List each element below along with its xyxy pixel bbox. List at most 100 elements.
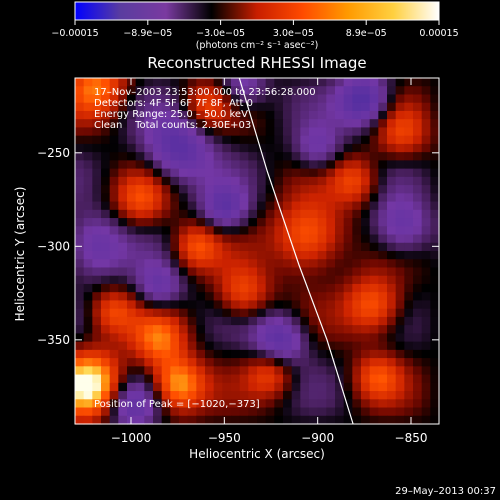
heatmap-pixel	[326, 341, 336, 351]
heatmap-pixel	[187, 292, 197, 302]
heatmap-pixel	[179, 415, 189, 425]
heatmap-pixel	[352, 102, 362, 112]
heatmap-pixel	[335, 382, 345, 392]
heatmap-pixel	[153, 135, 163, 145]
heatmap-pixel	[170, 78, 180, 87]
heatmap-pixel	[75, 415, 85, 425]
heatmap-pixel	[118, 275, 128, 285]
heatmap-pixel	[265, 143, 275, 153]
heatmap-pixel	[127, 283, 137, 293]
heatmap-pixel	[317, 168, 327, 178]
colorbar-tick-label: −8.9e−05	[123, 28, 172, 39]
heatmap-pixel	[413, 283, 423, 293]
heatmap-pixel	[127, 135, 137, 145]
heatmap-pixel	[335, 366, 345, 376]
heatmap-pixel	[222, 135, 232, 145]
heatmap-pixel	[127, 78, 137, 87]
heatmap-pixel	[170, 226, 180, 236]
heatmap-pixel	[75, 242, 85, 252]
heatmap-pixel	[196, 234, 206, 244]
heatmap-pixel	[300, 259, 310, 269]
heatmap-pixel	[92, 349, 102, 359]
heatmap-pixel	[369, 358, 379, 367]
heatmap-pixel	[421, 308, 431, 318]
heatmap-pixel	[118, 267, 128, 277]
heatmap-pixel	[257, 242, 267, 252]
heatmap-pixel	[83, 102, 93, 112]
heatmap-pixel	[127, 349, 137, 359]
heatmap-pixel	[283, 391, 293, 400]
heatmap-pixel	[343, 209, 353, 219]
heatmap-pixel	[300, 292, 310, 302]
heatmap-pixel	[291, 127, 301, 137]
heatmap-pixel	[317, 143, 327, 153]
heatmap-pixel	[222, 358, 232, 367]
heatmap-pixel	[231, 168, 241, 178]
heatmap-pixel	[109, 209, 119, 219]
heatmap-pixel	[170, 127, 180, 137]
heatmap-pixel	[118, 341, 128, 351]
heatmap-pixel	[274, 226, 284, 236]
heatmap-pixel	[109, 349, 119, 359]
heatmap-pixel	[274, 209, 284, 219]
heatmap-pixel	[118, 193, 128, 203]
heatmap-pixel	[326, 242, 336, 252]
heatmap-pixel	[369, 399, 379, 409]
heatmap-pixel	[387, 234, 397, 244]
heatmap-pixel	[248, 366, 258, 376]
heatmap-pixel	[352, 242, 362, 252]
heatmap-pixel	[274, 374, 284, 384]
heatmap-pixel	[291, 185, 301, 194]
heatmap-pixel	[248, 78, 258, 87]
heatmap-pixel	[213, 341, 223, 351]
heatmap-pixel	[352, 135, 362, 145]
heatmap-pixel	[369, 316, 379, 326]
heatmap-pixel	[144, 283, 154, 293]
heatmap-pixel	[265, 168, 275, 178]
heatmap-pixel	[213, 349, 223, 359]
heatmap-pixel	[118, 333, 128, 343]
heatmap-pixel	[205, 135, 215, 145]
heatmap-pixel	[326, 366, 336, 376]
heatmap-pixel	[387, 325, 397, 334]
heatmap-pixel	[317, 218, 327, 227]
heatmap-pixel	[118, 407, 128, 417]
heatmap-pixel	[222, 415, 232, 425]
heatmap-pixel	[205, 226, 215, 236]
heatmap-pixel	[300, 242, 310, 252]
heatmap-pixel	[170, 86, 180, 96]
heatmap-pixel	[274, 242, 284, 252]
heatmap-pixel	[387, 267, 397, 277]
footer-timestamp: 29–May–2013 00:37	[395, 486, 496, 497]
heatmap-pixel	[92, 168, 102, 178]
heatmap-pixel	[179, 78, 189, 87]
heatmap-pixel	[421, 135, 431, 145]
heatmap-pixel	[205, 308, 215, 318]
heatmap-pixel	[213, 308, 223, 318]
heatmap-pixel	[378, 251, 388, 260]
heatmap-pixel	[378, 102, 388, 112]
heatmap-pixel	[101, 185, 111, 194]
heatmap-pixel	[213, 152, 223, 161]
heatmap-pixel	[135, 407, 145, 417]
heatmap-pixel	[153, 78, 163, 87]
heatmap-pixel	[101, 382, 111, 392]
heatmap-pixel	[170, 374, 180, 384]
heatmap-pixel	[135, 341, 145, 351]
heatmap-pixel	[395, 316, 405, 326]
heatmap-pixel	[109, 234, 119, 244]
heatmap-pixel	[144, 382, 154, 392]
heatmap-pixel	[352, 341, 362, 351]
heatmap-pixel	[335, 316, 345, 326]
colorbar-tick-label: 3.0e−05	[273, 28, 314, 39]
heatmap-pixel	[283, 407, 293, 417]
heatmap-pixel	[309, 382, 319, 392]
heatmap-pixel	[317, 119, 327, 129]
heatmap-pixel	[222, 201, 232, 211]
heatmap-pixel	[153, 316, 163, 326]
heatmap-pixel	[213, 143, 223, 153]
heatmap-pixel	[118, 374, 128, 384]
heatmap-pixel	[144, 201, 154, 211]
heatmap-pixel	[300, 382, 310, 392]
heatmap-pixel	[187, 152, 197, 161]
